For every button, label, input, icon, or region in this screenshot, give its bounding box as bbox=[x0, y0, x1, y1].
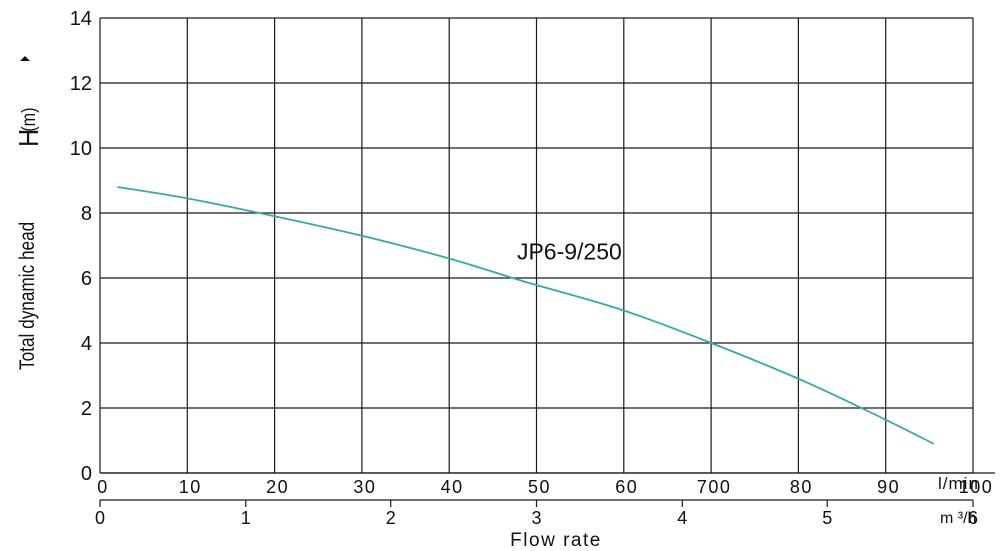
y-axis-unit-text: (m) bbox=[18, 107, 40, 131]
x-secondary-tick-label: 4 bbox=[677, 508, 687, 528]
x-secondary-tick-label: 6 bbox=[968, 508, 978, 528]
series-layer bbox=[117, 186, 935, 445]
y-axis-unit-symbol: H bbox=[13, 129, 45, 147]
y-axis-title-text: Total dynamic head bbox=[17, 222, 40, 370]
series-annotation: JP6-9/250 bbox=[517, 239, 622, 265]
x-secondary-tick-label: 3 bbox=[531, 508, 541, 528]
x-axis-title: Flow rate bbox=[510, 530, 602, 551]
x-primary-tick-label: 90 bbox=[877, 477, 900, 497]
x-primary-tick-label: 80 bbox=[790, 477, 813, 497]
x-primary-tick-label: 40 bbox=[441, 477, 464, 497]
x-primary-tick-label: 60 bbox=[615, 477, 638, 497]
x-primary-tick-label: 20 bbox=[266, 477, 289, 497]
y-tick-label: 14 bbox=[70, 8, 92, 30]
x-primary-unit-label: l/min bbox=[938, 474, 979, 493]
y-tick-label: 12 bbox=[70, 73, 92, 95]
x-secondary-tick-label: 0 bbox=[95, 508, 105, 528]
y-tick-labels: 0 2 4 6 8 10 12 14 bbox=[70, 8, 92, 485]
series-line bbox=[117, 186, 935, 445]
x-secondary-unit-label: m ³/h bbox=[940, 510, 976, 527]
x-secondary-tick-label: 1 bbox=[241, 508, 251, 528]
x-primary-tick-label: 10 bbox=[179, 477, 202, 497]
y-axis-arrow-icon bbox=[20, 56, 30, 61]
x-primary-tick-label: 30 bbox=[353, 477, 376, 497]
y-tick-label: 8 bbox=[81, 203, 92, 225]
y-tick-label: 2 bbox=[81, 398, 92, 420]
x-primary-tick-label: 100 bbox=[959, 477, 994, 497]
y-axis-unit: H (m) bbox=[13, 107, 45, 147]
y-tick-label: 0 bbox=[81, 463, 92, 485]
x-secondary-tick-label: 5 bbox=[822, 508, 832, 528]
y-tick-label: 10 bbox=[70, 138, 92, 160]
x-primary-tick-label: 0 bbox=[97, 477, 109, 497]
x-axes: 0 10 20 30 40 50 60 700 80 90 100 0 1 2 3 4 5 6 bbox=[95, 472, 995, 528]
x-secondary-tick-label: 2 bbox=[386, 508, 396, 528]
y-axis-title: Total dynamic head bbox=[17, 222, 40, 370]
x-primary-tick-label: 700 bbox=[697, 477, 732, 497]
y-tick-label: 6 bbox=[81, 268, 92, 290]
y-tick-label: 4 bbox=[81, 333, 92, 355]
x-primary-tick-label: 50 bbox=[528, 477, 551, 497]
